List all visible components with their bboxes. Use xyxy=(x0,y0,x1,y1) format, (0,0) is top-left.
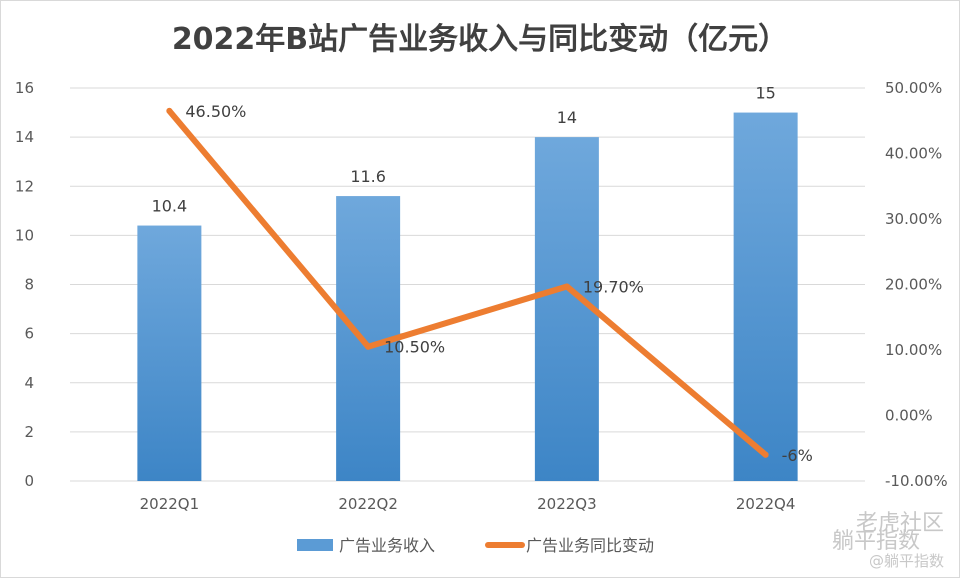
line-data-label: 10.50% xyxy=(384,338,445,357)
left-tick-label: 2 xyxy=(24,423,34,441)
watermark-line2: 躺平指数 xyxy=(832,529,920,554)
x-tick-label: 2022Q2 xyxy=(338,495,398,513)
line-data-label: -6% xyxy=(782,446,813,465)
line-point xyxy=(166,107,173,114)
left-tick-label: 8 xyxy=(24,276,34,294)
left-tick-label: 12 xyxy=(15,177,34,195)
line-point xyxy=(762,451,769,458)
chart-title: 2022年B站广告业务收入与同比变动（亿元） xyxy=(171,22,789,57)
x-tick-label: 2022Q3 xyxy=(537,495,597,513)
line-path xyxy=(166,107,769,458)
right-tick-label: 30.00% xyxy=(885,210,942,228)
left-tick-label: 6 xyxy=(24,325,34,343)
bar-data-label: 15 xyxy=(755,84,775,103)
right-tick-label: 50.00% xyxy=(885,79,942,97)
left-tick-label: 4 xyxy=(24,374,34,392)
left-tick-label: 16 xyxy=(15,79,34,97)
bar-data-label: 10.4 xyxy=(152,197,188,216)
bar xyxy=(534,137,599,481)
bar-series: 10.4 11.6 14 15 xyxy=(137,84,798,481)
line-point xyxy=(365,343,372,350)
right-tick-label: -10.00% xyxy=(885,472,948,490)
right-tick-label: 40.00% xyxy=(885,145,942,163)
left-axis: 0 2 4 6 8 10 12 14 16 xyxy=(15,79,34,490)
x-axis: 2022Q1 2022Q2 2022Q3 2022Q4 xyxy=(140,495,796,513)
legend-swatch-bar xyxy=(297,539,333,551)
line-point xyxy=(563,283,570,290)
legend-label-line: 广告业务同比变动 xyxy=(526,536,654,555)
x-tick-label: 2022Q1 xyxy=(140,495,200,513)
left-tick-label: 10 xyxy=(15,226,34,244)
right-tick-label: 0.00% xyxy=(885,407,933,425)
bar xyxy=(733,112,798,481)
gridlines xyxy=(70,87,865,482)
watermark-line3: @躺平指数 xyxy=(869,552,944,570)
legend-label-bar: 广告业务收入 xyxy=(339,536,435,555)
left-tick-label: 14 xyxy=(15,128,34,146)
right-tick-label: 10.00% xyxy=(885,341,942,359)
line-series: 46.50% 10.50% 19.70% -6% xyxy=(166,102,813,465)
bar xyxy=(137,225,202,481)
legend: 广告业务收入 广告业务同比变动 xyxy=(297,536,654,555)
line-data-label: 46.50% xyxy=(185,102,246,121)
x-tick-label: 2022Q4 xyxy=(736,495,796,513)
bar-data-label: 14 xyxy=(557,108,577,127)
line-data-label: 19.70% xyxy=(583,277,644,296)
right-tick-label: 20.00% xyxy=(885,276,942,294)
watermark-line1: 老虎社区 xyxy=(856,511,944,536)
left-tick-label: 0 xyxy=(24,472,34,490)
right-axis: -10.00% 0.00% 10.00% 20.00% 30.00% 40.00% 50.0… xyxy=(885,79,948,490)
bar-data-label: 11.6 xyxy=(350,167,386,186)
